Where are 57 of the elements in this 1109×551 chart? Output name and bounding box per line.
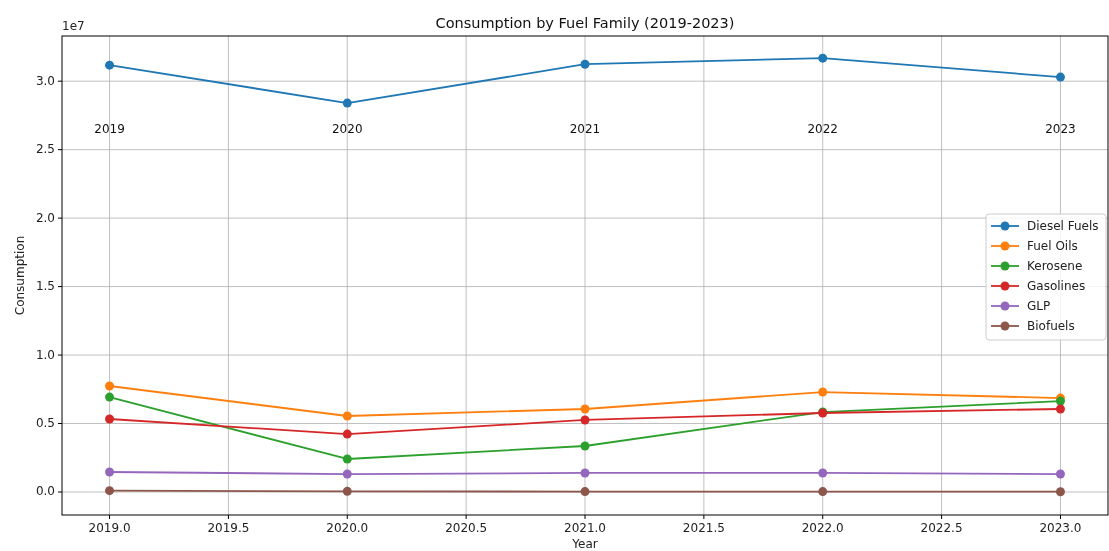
- y-tick-label: 2.0: [35, 210, 55, 225]
- point: [818, 387, 828, 397]
- annotation: 2023: [1045, 121, 1076, 136]
- legend-label: Gasolines: [1027, 278, 1086, 293]
- x-tick-label: 2021.5: [682, 521, 725, 535]
- point: [1055, 404, 1065, 414]
- point: [1055, 72, 1065, 82]
- x-tick-label: 2019.5: [207, 521, 250, 535]
- y-tick-label: 0.0: [35, 484, 55, 499]
- point: [342, 454, 352, 464]
- legend-label: Biofuels: [1027, 318, 1075, 333]
- point: [342, 469, 352, 479]
- point: [580, 441, 590, 451]
- point: [1055, 469, 1065, 479]
- x-tick-label: 2019.0: [88, 521, 131, 535]
- point: [580, 404, 590, 414]
- text: 1e7: [62, 19, 85, 33]
- point: [818, 53, 828, 63]
- point: [818, 487, 828, 497]
- y-axis-title: Consumption: [13, 235, 27, 316]
- x-tick-label: 2021.0: [564, 521, 606, 535]
- point: [818, 468, 828, 478]
- point: [105, 392, 115, 402]
- legend-label: GLP: [1027, 298, 1051, 313]
- point: [105, 467, 115, 477]
- x-tick-label: 2020.5: [445, 521, 488, 535]
- point: [1055, 487, 1065, 497]
- x-tick-label: 2020.0: [326, 521, 369, 535]
- point: [105, 486, 115, 496]
- legend-label: Fuel Oils: [1027, 238, 1078, 253]
- y-tick-label: 3.0: [35, 73, 55, 88]
- y-tick-label: 1.0: [35, 347, 55, 362]
- point: [342, 486, 352, 496]
- point: [580, 59, 590, 69]
- legend-label: Kerosene: [1027, 258, 1083, 273]
- y-tick-label: 0.5: [35, 416, 55, 431]
- annotation: 2020: [332, 121, 363, 136]
- x-tick-label: 2023.0: [1039, 521, 1082, 535]
- x-tick-label: 2022.5: [920, 521, 963, 535]
- annotation: 2021: [569, 121, 601, 136]
- annotation: 2019: [94, 121, 125, 136]
- point: [105, 381, 115, 391]
- point: [580, 415, 590, 425]
- chart-title: Consumption by Fuel Family (2019-2023): [435, 15, 735, 31]
- point: [105, 60, 115, 70]
- y-tick-label: 2.5: [35, 142, 55, 157]
- point: [342, 411, 352, 421]
- point: [105, 414, 115, 424]
- point: [580, 468, 590, 478]
- legend-label: Diesel Fuels: [1027, 218, 1099, 233]
- x-tick-label: 2022.0: [801, 521, 844, 535]
- point: [342, 429, 352, 439]
- point: [342, 98, 352, 108]
- annotation: 2022: [807, 121, 838, 136]
- y-tick-label: 1.5: [35, 279, 55, 294]
- x-axis-title: Year: [571, 537, 598, 551]
- point: [580, 487, 590, 497]
